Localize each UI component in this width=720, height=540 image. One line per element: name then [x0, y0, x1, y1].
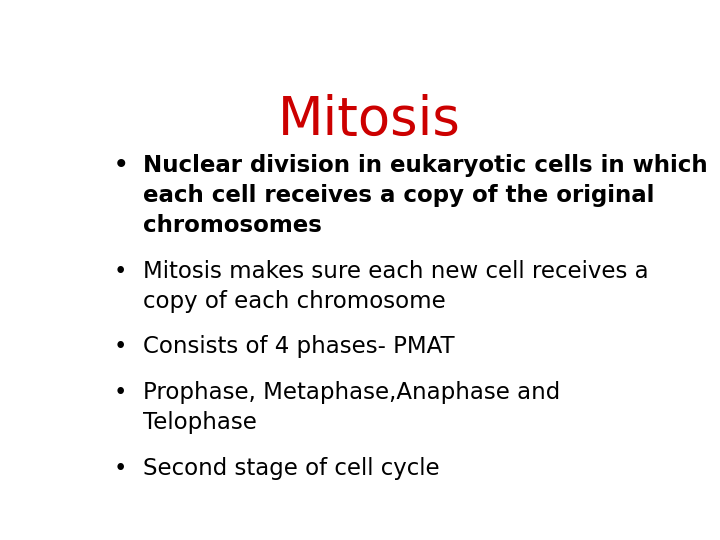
- Text: Prophase, Metaphase,Anaphase and: Prophase, Metaphase,Anaphase and: [143, 381, 560, 404]
- Text: Nuclear division in eukaryotic cells in which: Nuclear division in eukaryotic cells in …: [143, 154, 708, 177]
- Text: Consists of 4 phases- PMAT: Consists of 4 phases- PMAT: [143, 335, 454, 359]
- Text: •: •: [114, 335, 127, 359]
- Text: •: •: [114, 457, 127, 480]
- Text: •: •: [114, 381, 127, 404]
- Text: each cell receives a copy of the original: each cell receives a copy of the origina…: [143, 184, 654, 207]
- Text: Telophase: Telophase: [143, 411, 257, 434]
- Text: chromosomes: chromosomes: [143, 214, 322, 237]
- Text: Mitosis makes sure each new cell receives a: Mitosis makes sure each new cell receive…: [143, 260, 649, 283]
- Text: Mitosis: Mitosis: [278, 94, 460, 146]
- Text: copy of each chromosome: copy of each chromosome: [143, 290, 446, 313]
- Text: Second stage of cell cycle: Second stage of cell cycle: [143, 457, 440, 480]
- Text: •: •: [114, 260, 127, 283]
- Text: •: •: [114, 154, 128, 177]
